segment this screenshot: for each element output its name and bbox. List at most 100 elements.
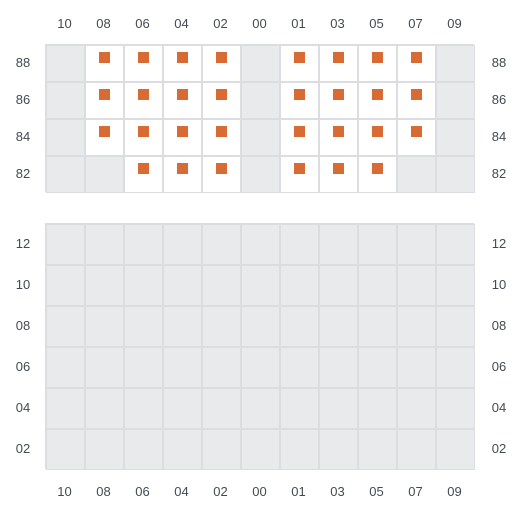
seat-empty [46, 347, 85, 388]
col-label-bottom: 02 [201, 484, 241, 499]
col-label-bottom: 00 [240, 484, 280, 499]
seat-available[interactable] [319, 82, 358, 119]
seat-empty [397, 265, 436, 306]
seat-empty [436, 429, 475, 470]
col-label-bottom: 07 [396, 484, 436, 499]
seat-marker-icon [138, 52, 149, 63]
seat-empty [202, 347, 241, 388]
seat-marker-icon [372, 126, 383, 137]
row-label-right: 02 [484, 441, 514, 456]
col-label-top: 01 [279, 16, 319, 31]
row-label-left: 10 [8, 277, 38, 292]
seat-empty [241, 45, 280, 82]
seat-empty [280, 388, 319, 429]
seat-available[interactable] [397, 82, 436, 119]
seat-empty [241, 224, 280, 265]
row-label-left: 08 [8, 318, 38, 333]
col-label-top: 03 [318, 16, 358, 31]
seat-empty [46, 45, 85, 82]
col-label-bottom: 04 [162, 484, 202, 499]
seat-available[interactable] [85, 45, 124, 82]
row-label-right: 82 [484, 166, 514, 181]
row-label-left: 02 [8, 441, 38, 456]
row-label-left: 12 [8, 236, 38, 251]
seat-available[interactable] [124, 45, 163, 82]
col-label-top: 10 [45, 16, 85, 31]
seat-empty [397, 429, 436, 470]
col-label-bottom: 09 [435, 484, 475, 499]
seat-empty [46, 265, 85, 306]
seat-available[interactable] [202, 156, 241, 193]
seat-empty [436, 388, 475, 429]
seat-empty [397, 388, 436, 429]
seat-empty [280, 347, 319, 388]
seat-available[interactable] [163, 156, 202, 193]
seat-empty [319, 265, 358, 306]
seat-empty [241, 82, 280, 119]
seat-empty [46, 82, 85, 119]
seat-empty [319, 429, 358, 470]
seat-empty [241, 429, 280, 470]
seat-marker-icon [411, 52, 422, 63]
seat-available[interactable] [163, 82, 202, 119]
seat-empty [241, 347, 280, 388]
seat-available[interactable] [124, 156, 163, 193]
seat-available[interactable] [358, 156, 397, 193]
seat-empty [202, 306, 241, 347]
seat-available[interactable] [397, 119, 436, 156]
seat-available[interactable] [358, 119, 397, 156]
seat-empty [85, 306, 124, 347]
seat-marker-icon [99, 126, 110, 137]
seating-section [45, 223, 474, 469]
seat-empty [436, 119, 475, 156]
seat-empty [124, 388, 163, 429]
seat-available[interactable] [319, 156, 358, 193]
seat-available[interactable] [202, 45, 241, 82]
row-label-right: 88 [484, 55, 514, 70]
seat-available[interactable] [319, 45, 358, 82]
seat-available[interactable] [280, 119, 319, 156]
seat-empty [241, 265, 280, 306]
seat-marker-icon [372, 52, 383, 63]
seat-available[interactable] [124, 119, 163, 156]
seat-available[interactable] [124, 82, 163, 119]
seat-available[interactable] [358, 82, 397, 119]
seat-empty [241, 156, 280, 193]
seat-empty [436, 265, 475, 306]
seat-empty [397, 306, 436, 347]
row-label-left: 04 [8, 400, 38, 415]
seat-available[interactable] [280, 156, 319, 193]
seat-empty [202, 224, 241, 265]
col-label-bottom: 03 [318, 484, 358, 499]
seat-empty [46, 156, 85, 193]
seat-available[interactable] [85, 82, 124, 119]
seat-available[interactable] [202, 119, 241, 156]
seat-available[interactable] [397, 45, 436, 82]
seat-marker-icon [294, 52, 305, 63]
seat-available[interactable] [280, 82, 319, 119]
seat-marker-icon [177, 126, 188, 137]
seat-empty [241, 388, 280, 429]
seat-available[interactable] [280, 45, 319, 82]
seat-available[interactable] [163, 119, 202, 156]
col-label-top: 04 [162, 16, 202, 31]
seat-available[interactable] [319, 119, 358, 156]
seat-available[interactable] [358, 45, 397, 82]
seat-empty [163, 347, 202, 388]
seat-empty [124, 347, 163, 388]
seat-empty [163, 265, 202, 306]
seat-marker-icon [216, 52, 227, 63]
seat-available[interactable] [202, 82, 241, 119]
col-label-top: 00 [240, 16, 280, 31]
seat-marker-icon [333, 163, 344, 174]
seat-available[interactable] [85, 119, 124, 156]
col-label-bottom: 05 [357, 484, 397, 499]
row-label-left: 82 [8, 166, 38, 181]
seat-empty [358, 265, 397, 306]
seat-empty [46, 119, 85, 156]
seat-available[interactable] [163, 45, 202, 82]
row-label-left: 06 [8, 359, 38, 374]
row-label-right: 06 [484, 359, 514, 374]
seat-marker-icon [333, 126, 344, 137]
seat-empty [436, 156, 475, 193]
